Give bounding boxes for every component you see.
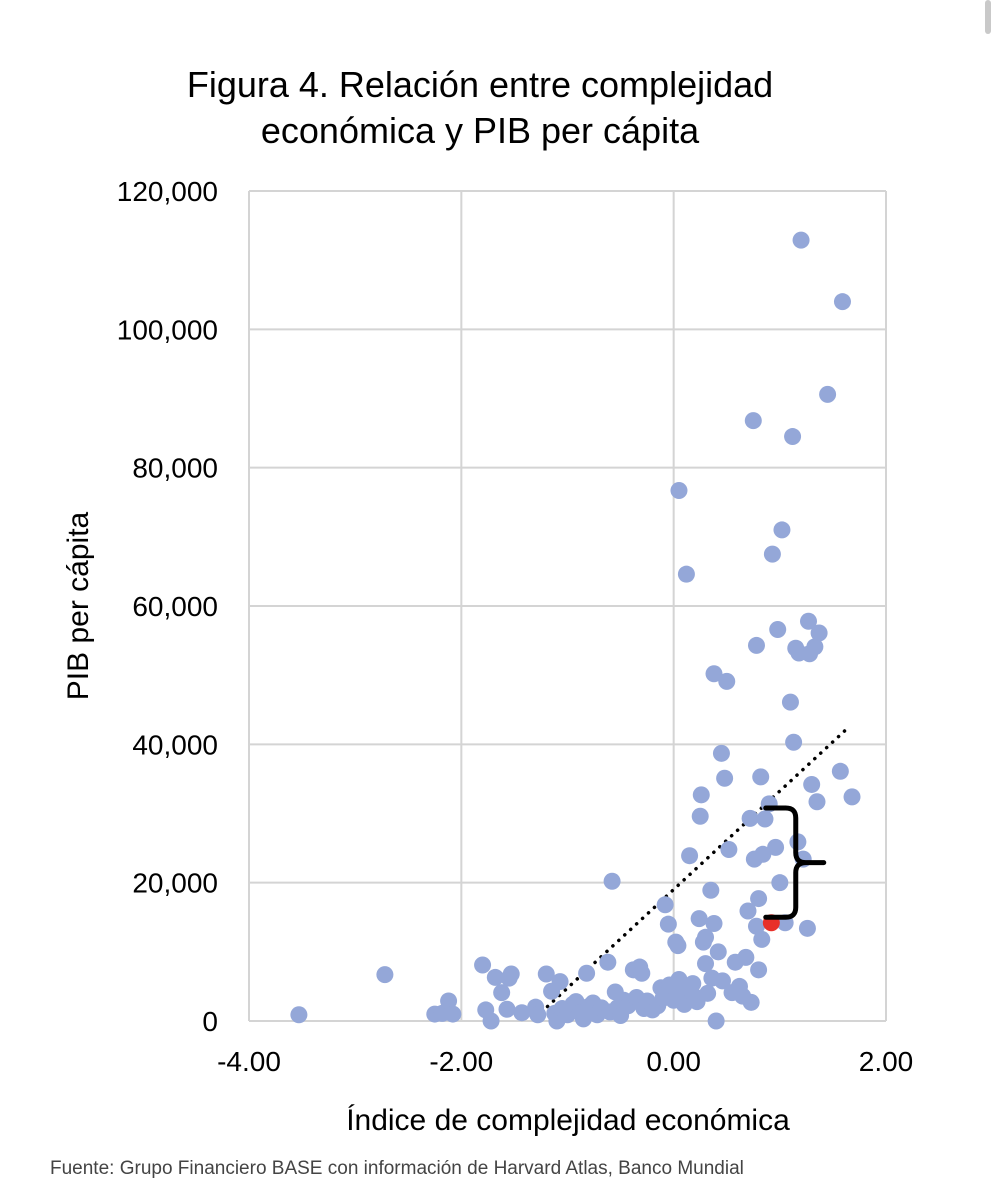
data-point — [691, 807, 709, 825]
data-point — [785, 733, 803, 751]
data-point — [720, 840, 738, 858]
data-point — [763, 545, 781, 563]
annotations — [762, 805, 827, 932]
data-point — [754, 845, 772, 863]
data-point — [819, 385, 837, 403]
scrollbar-thumb[interactable] — [985, 0, 991, 34]
data-point — [718, 672, 736, 690]
data-point — [753, 930, 771, 948]
data-point — [716, 769, 734, 787]
y-axis-ticks: 0 20,000 40,000 60,000 80,000 100,000 120,000 — [117, 176, 218, 1037]
data-point — [767, 838, 785, 856]
chart-title-line-1: Figura 4. Relación entre complejidad — [186, 64, 774, 105]
data-point — [486, 968, 504, 986]
data-point — [482, 1012, 500, 1030]
data-point — [677, 565, 695, 583]
data-point — [741, 809, 759, 827]
data-point — [769, 621, 787, 639]
data-point — [537, 965, 555, 983]
data-point — [493, 984, 511, 1002]
data-point — [633, 964, 651, 982]
data-point — [690, 910, 708, 928]
data-point — [702, 881, 720, 899]
x-tick-label: 0.00 — [646, 1046, 701, 1077]
data-point — [444, 1005, 462, 1023]
data-point — [669, 937, 687, 955]
chart-title: Figura 4. Relación entre complejidad eco… — [100, 62, 860, 154]
data-point — [750, 961, 768, 979]
data-point — [806, 638, 824, 656]
data-point — [290, 1006, 308, 1024]
x-axis-label: Índice de complejidad económica — [346, 1104, 790, 1137]
data-point — [747, 636, 765, 654]
y-axis-label: PIB per cápita — [62, 511, 95, 700]
x-axis-ticks: -4.00 -2.00 0.00 2.00 — [217, 1046, 913, 1077]
y-tick-label: 0 — [202, 1006, 218, 1037]
data-point — [792, 231, 810, 249]
data-point — [376, 966, 394, 984]
data-point — [799, 612, 817, 630]
data-points — [290, 231, 861, 1030]
data-point — [744, 412, 762, 430]
data-point — [681, 847, 699, 865]
x-tick-label: -2.00 — [429, 1046, 493, 1077]
data-point — [773, 521, 791, 539]
data-point — [781, 693, 799, 711]
data-point — [707, 1012, 725, 1030]
data-point — [737, 948, 755, 966]
data-point — [714, 972, 732, 990]
brace-annotation — [763, 805, 827, 920]
data-point — [699, 984, 717, 1002]
data-point — [771, 874, 789, 892]
data-point — [798, 919, 816, 937]
data-point — [474, 956, 492, 974]
data-point — [659, 915, 677, 933]
data-point — [578, 964, 596, 982]
data-point — [709, 943, 727, 961]
data-point — [692, 786, 710, 804]
data-point — [750, 890, 768, 908]
chart-title-line-2: económica y PIB per cápita — [260, 110, 700, 151]
y-tick-label: 60,000 — [132, 591, 218, 622]
data-point — [603, 872, 621, 890]
source-note: Fuente: Grupo Financiero BASE con inform… — [50, 1158, 744, 1179]
data-point — [756, 810, 774, 828]
data-point — [833, 293, 851, 311]
data-point — [502, 965, 520, 983]
data-point — [712, 744, 730, 762]
y-tick-label: 100,000 — [117, 314, 218, 345]
data-point — [440, 992, 458, 1010]
data-point — [810, 624, 828, 642]
data-point — [843, 788, 861, 806]
data-point — [742, 993, 760, 1011]
data-point — [656, 896, 674, 914]
y-tick-label: 40,000 — [132, 729, 218, 760]
data-point — [513, 1004, 531, 1022]
x-tick-label: 2.00 — [859, 1046, 914, 1077]
data-point — [803, 775, 821, 793]
data-point — [784, 428, 802, 446]
y-tick-label: 80,000 — [132, 453, 218, 484]
data-point — [808, 793, 826, 811]
y-tick-label: 20,000 — [132, 868, 218, 899]
data-point — [670, 481, 688, 499]
data-point — [705, 665, 723, 683]
data-point — [747, 917, 765, 935]
data-point — [551, 973, 569, 991]
data-point — [705, 914, 723, 932]
y-tick-label: 120,000 — [117, 176, 218, 207]
data-point — [752, 768, 770, 786]
data-point — [684, 975, 702, 993]
data-point — [739, 902, 757, 920]
grid — [248, 190, 887, 1022]
data-point — [697, 928, 715, 946]
data-point — [831, 762, 849, 780]
data-point — [599, 953, 617, 971]
data-point — [529, 1006, 547, 1024]
data-point — [498, 1000, 516, 1018]
data-point — [697, 955, 715, 973]
x-tick-label: -4.00 — [217, 1046, 281, 1077]
